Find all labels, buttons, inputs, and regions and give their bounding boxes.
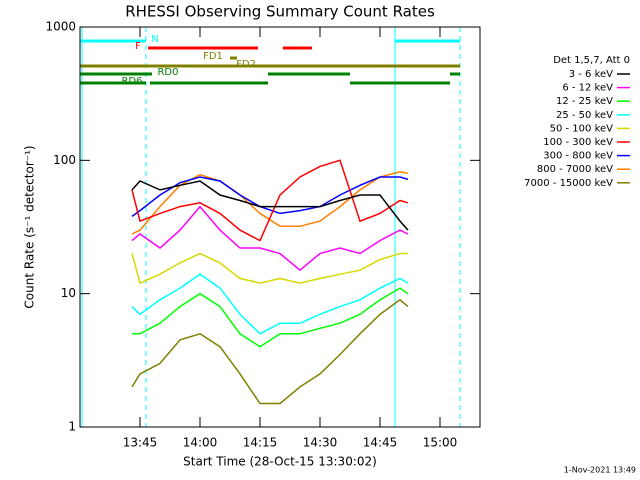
y-tick-label: 1	[68, 420, 76, 434]
x-tick-label: 13:45	[123, 436, 158, 450]
legend-label: 100 - 300 keV	[543, 137, 613, 148]
series-line	[131, 171, 409, 235]
y-tick-label: 10	[61, 286, 76, 300]
x-tick-label: 14:00	[183, 436, 218, 450]
flag-label: N	[151, 34, 158, 45]
series-line	[131, 298, 409, 405]
legend-title: Det 1,5,7, Att 0	[553, 55, 630, 66]
flag-label: RD6	[121, 76, 142, 87]
legend-label: 800 - 7000 keV	[537, 164, 613, 175]
legend-label: 6 - 12 keV	[562, 83, 613, 94]
series-line	[132, 287, 409, 348]
series-line	[131, 180, 409, 231]
flag-label: FD2	[236, 59, 256, 70]
chart-title: RHESSI Observing Summary Count Rates	[125, 3, 435, 21]
flag-label: RD0	[157, 67, 178, 78]
series-line	[131, 205, 409, 272]
series-line	[131, 159, 409, 242]
y-tick-label: 100	[53, 153, 76, 167]
x-tick-label: 14:45	[363, 436, 398, 450]
series-line	[131, 252, 408, 285]
x-tick-label: 14:15	[243, 436, 278, 450]
legend-label: 50 - 100 keV	[550, 123, 614, 134]
series-line	[131, 273, 409, 335]
legend-label: 7000 - 15000 keV	[524, 178, 613, 189]
plot-frame	[79, 26, 481, 428]
y-axis-label: Count Rate (s⁻¹ detector⁻¹)	[23, 145, 37, 308]
legend-label: 300 - 800 keV	[543, 151, 613, 162]
flag-label: FD1	[203, 51, 223, 62]
legend-label: 3 - 6 keV	[569, 69, 613, 80]
x-tick-label: 15:00	[423, 436, 458, 450]
legend-label: 25 - 50 keV	[556, 110, 613, 121]
flag-label: F	[135, 41, 141, 52]
legend-label: 12 - 25 keV	[556, 96, 613, 107]
y-tick-label: 1000	[45, 20, 76, 34]
footer: 1-Nov-2021 13:49	[564, 466, 636, 475]
x-axis-label: Start Time (28-Oct-15 13:30:02)	[183, 455, 377, 469]
series-line	[131, 176, 409, 218]
x-tick-label: 14:30	[303, 436, 338, 450]
